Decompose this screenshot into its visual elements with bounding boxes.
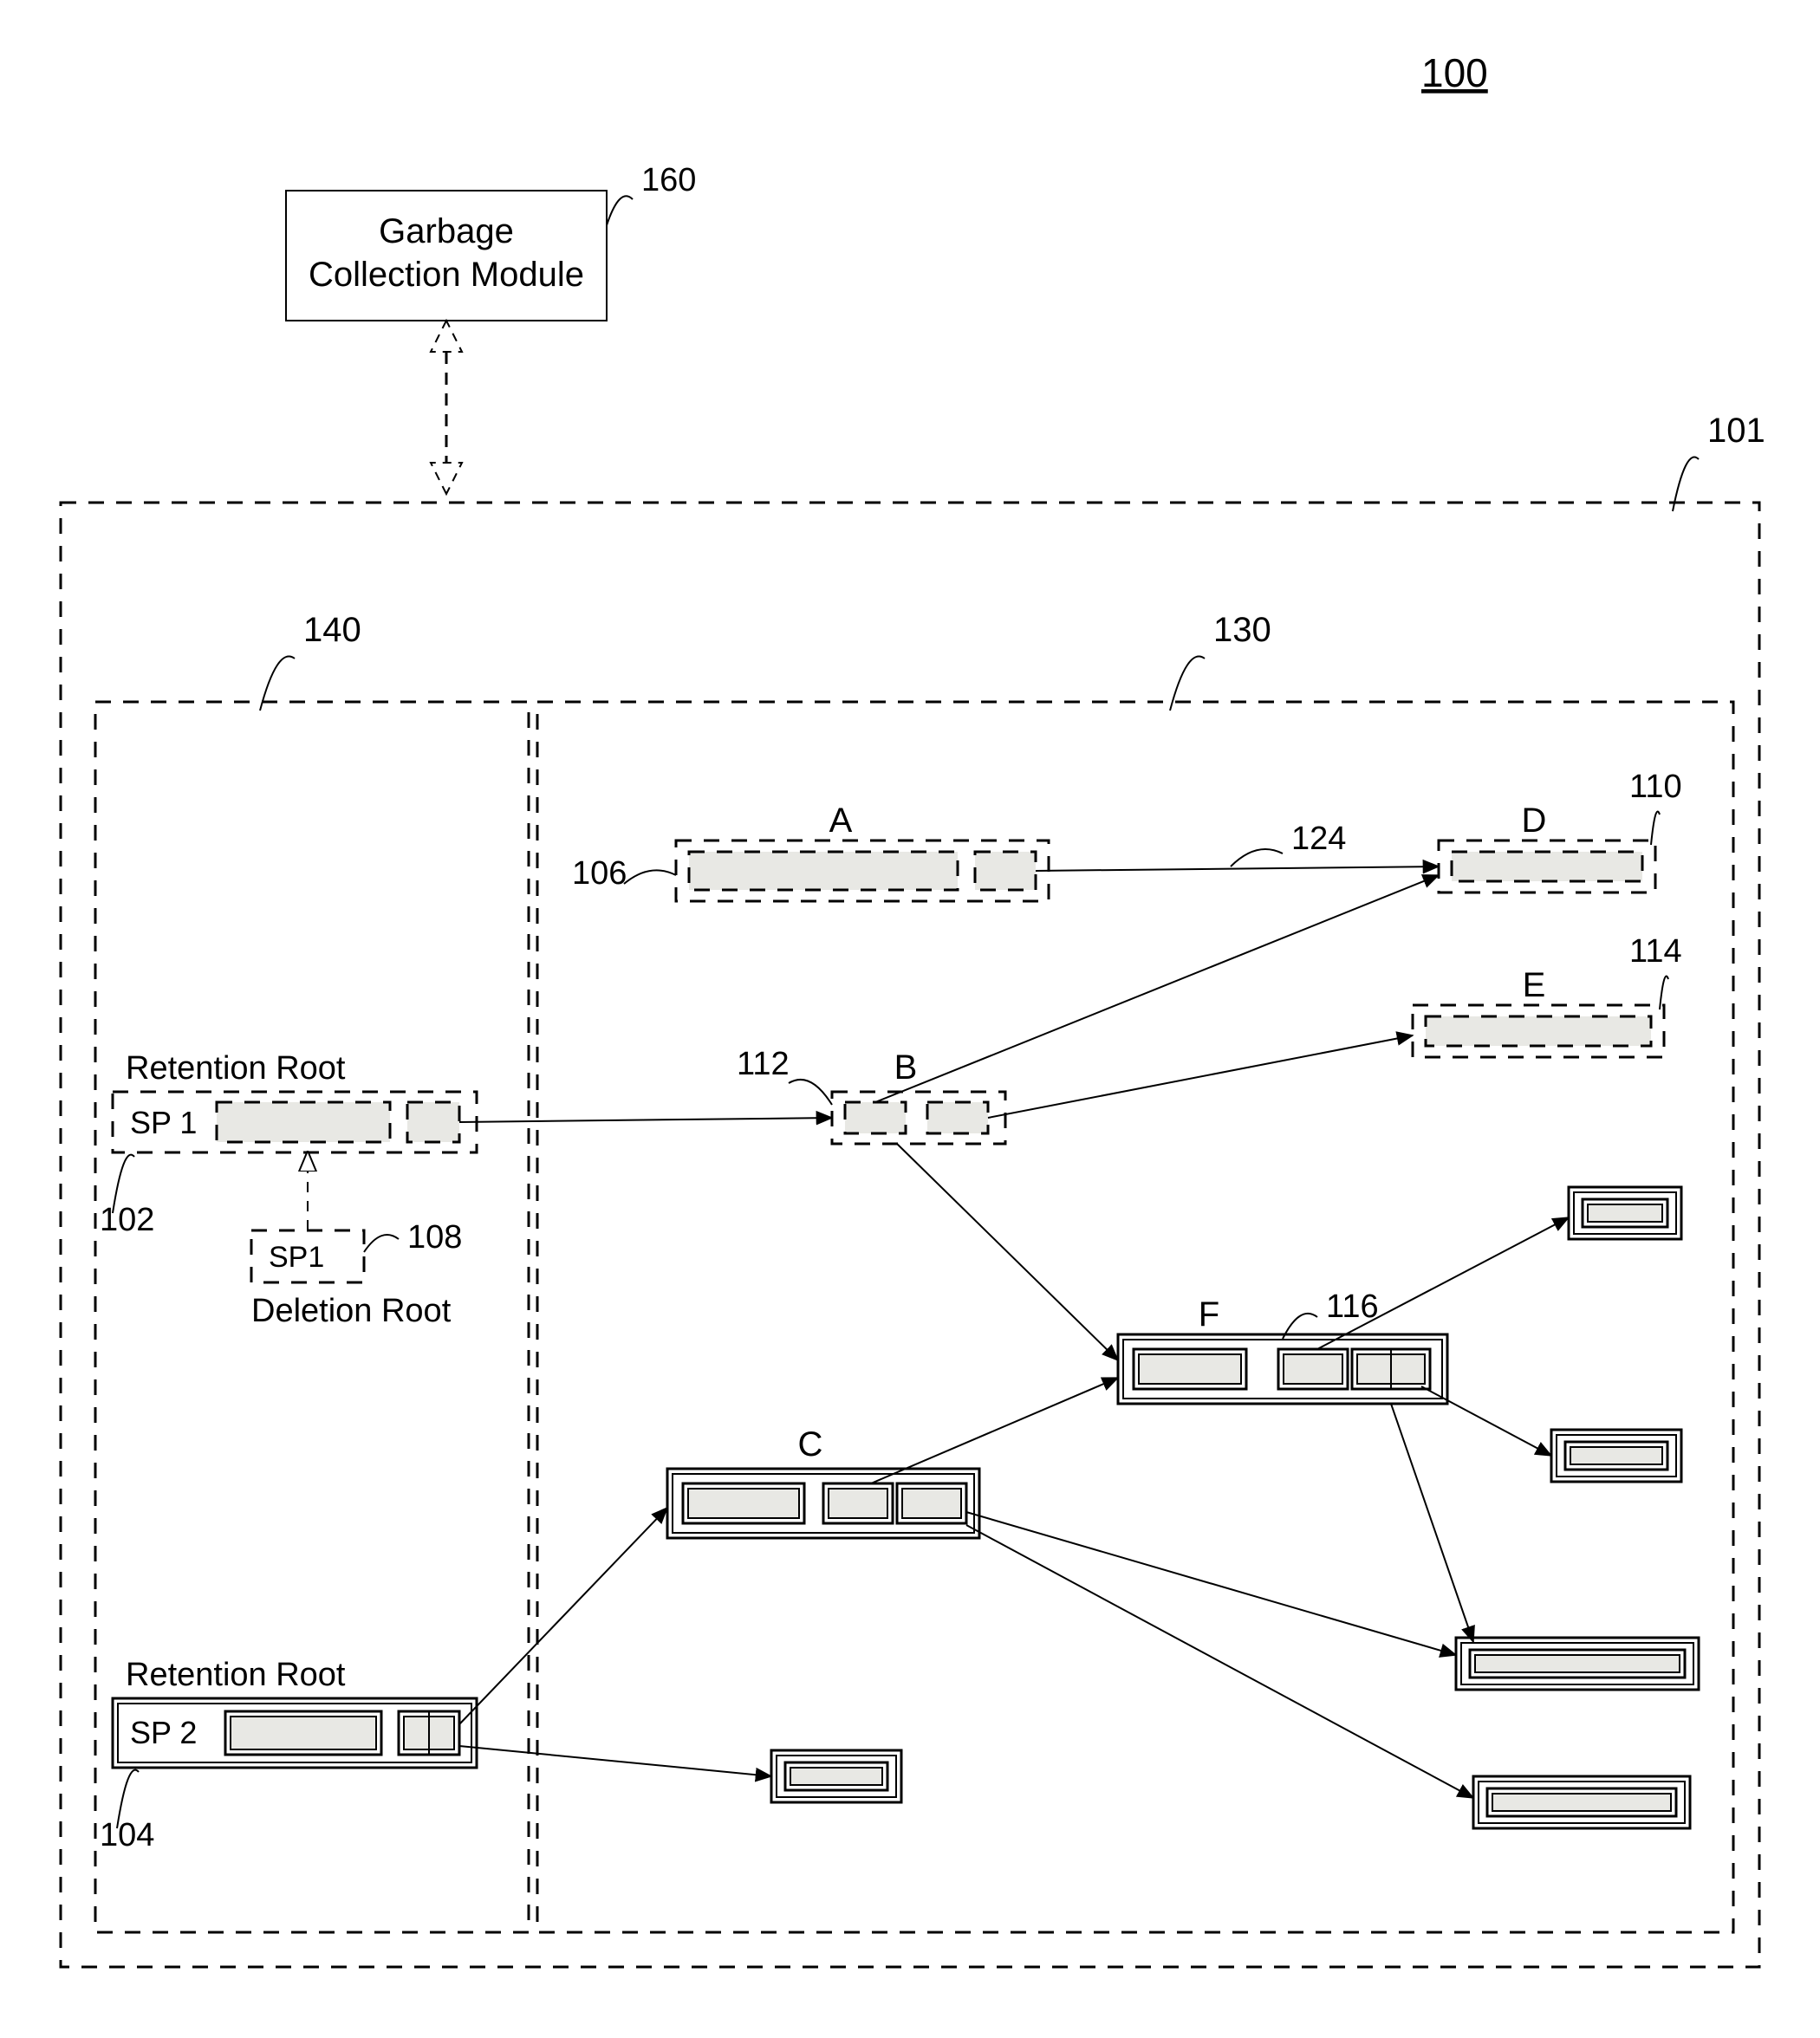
leader-line	[789, 1080, 832, 1105]
leaf-1-inner-inner	[1570, 1447, 1662, 1464]
edge-8	[966, 1512, 1456, 1655]
node-b-inner1	[845, 1102, 906, 1133]
ref-114: 114	[1629, 933, 1682, 970]
sp1-inner2	[407, 1102, 459, 1142]
ref-140: 140	[303, 611, 361, 649]
ref-106: 106	[572, 855, 627, 892]
edge-0	[1036, 866, 1439, 871]
edge-4	[897, 1144, 1118, 1360]
deletion-root-label: Deletion Root	[251, 1293, 452, 1329]
ref-108: 108	[407, 1219, 462, 1256]
node-f-letter: F	[1199, 1295, 1219, 1334]
leader-line	[624, 870, 676, 884]
edge-9	[966, 1525, 1473, 1798]
ref-102: 102	[100, 1202, 154, 1238]
leader-line	[364, 1235, 399, 1252]
leaf-3-inner-inner	[1492, 1794, 1671, 1811]
edge-1	[459, 1118, 832, 1122]
ref-130: 130	[1213, 611, 1271, 649]
node-c-inner2-inner	[829, 1489, 887, 1518]
sp2-label: SP 2	[130, 1715, 197, 1750]
ref-104: 104	[100, 1817, 154, 1853]
node-a-inner1	[689, 852, 958, 890]
node-a-letter: A	[829, 802, 853, 840]
ref-110: 110	[1629, 769, 1682, 805]
node-e-inner	[1426, 1016, 1651, 1046]
node-e-letter: E	[1523, 966, 1546, 1004]
ref-101: 101	[1707, 412, 1765, 450]
gc-link-head-up	[431, 321, 462, 352]
gc-module-label-1: Garbage	[379, 212, 514, 250]
leaf-4-inner-inner	[790, 1768, 882, 1785]
leaf-2-inner-inner	[1475, 1655, 1680, 1672]
sp1-inner1	[217, 1102, 390, 1142]
ref-100: 100	[1421, 50, 1488, 95]
sp2-inner1-inner	[231, 1717, 376, 1749]
sp1-del-label: SP1	[269, 1241, 324, 1274]
leader-line	[607, 196, 633, 225]
node-c-inner3-inner	[902, 1489, 961, 1518]
node-f-inner1-inner	[1139, 1354, 1241, 1384]
ref-112: 112	[737, 1046, 790, 1082]
node-c-letter: C	[798, 1425, 823, 1464]
node-c-inner1-inner	[688, 1489, 799, 1518]
node-b-inner2	[927, 1102, 988, 1133]
edge-3	[988, 1035, 1413, 1118]
retention-root-2-label: Retention Root	[126, 1657, 346, 1693]
node-d-letter: D	[1522, 802, 1547, 840]
ref-160: 160	[641, 162, 696, 198]
node-d-inner	[1452, 852, 1642, 881]
leader-line	[1231, 849, 1283, 866]
retention-root-1-label: Retention Root	[126, 1050, 346, 1087]
ref-116: 116	[1326, 1288, 1379, 1325]
node-a-inner2	[975, 852, 1036, 890]
node-b-letter: B	[894, 1048, 918, 1087]
leader-line	[1651, 812, 1660, 845]
edge-6	[459, 1746, 771, 1776]
gc-module-label-2: Collection Module	[309, 256, 584, 294]
diagram-canvas: 100 Garbage Collection Module 160 101 140 130 R…	[0, 0, 1820, 2038]
edge-10	[1317, 1217, 1569, 1349]
edge-7	[871, 1378, 1118, 1483]
sp1-label: SP 1	[130, 1105, 197, 1140]
node-f-inner2-inner	[1284, 1354, 1342, 1384]
edge-5	[459, 1508, 667, 1724]
edge-2	[875, 875, 1439, 1102]
gc-link-head-down	[431, 463, 462, 494]
edge-12	[1391, 1404, 1473, 1642]
edge-11	[1421, 1386, 1551, 1456]
ref-124: 124	[1291, 821, 1346, 857]
leaf-0-inner-inner	[1588, 1204, 1662, 1222]
